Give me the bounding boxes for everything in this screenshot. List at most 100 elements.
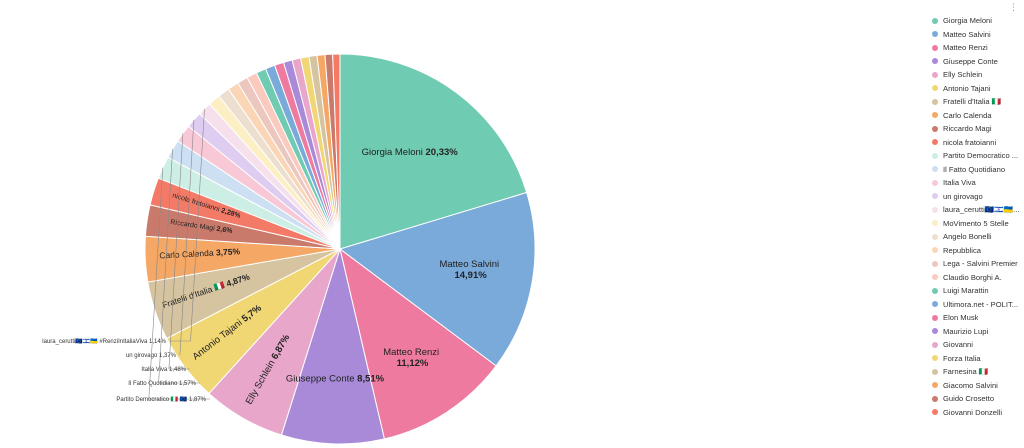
legend-label: Fratelli d'Italia 🇮🇹 [943, 97, 1002, 106]
legend-label: Giuseppe Conte [943, 56, 998, 66]
legend-label: Lega - Salvini Premier [943, 259, 1018, 268]
legend-item[interactable]: Giovanni [932, 338, 1024, 352]
legend-item[interactable]: Repubblica [932, 244, 1024, 258]
leader-line-1 [170, 108, 205, 342]
outside-label-4: Il Fatto Quotidiano 1,57% [128, 381, 196, 387]
legend-swatch [932, 328, 938, 335]
legend-item[interactable]: Matteo Renzi [932, 41, 1024, 55]
legend-item[interactable]: Partito Democratico ... [932, 149, 1024, 163]
legend-item[interactable]: laura_cerutti🇪🇺🇮🇱🇺🇦... [932, 203, 1024, 217]
legend-item[interactable]: nicola fratoianni [932, 136, 1024, 150]
legend-swatch [932, 233, 938, 240]
legend-label: Guido Crosetto [943, 394, 995, 403]
legend-swatch [932, 193, 938, 200]
pie-slice-1[interactable] [339, 53, 528, 250]
legend-swatch [932, 247, 938, 254]
legend-item[interactable]: Fratelli d'Italia 🇮🇹 [932, 95, 1024, 109]
legend-label: Luigi Marattin [943, 286, 989, 295]
leader-line-3 [168, 133, 190, 370]
legend-label: MoVimento 5 Stelle [943, 218, 1009, 228]
pie-slice-3[interactable] [339, 247, 497, 440]
legend-item[interactable]: Italia Viva [932, 176, 1024, 190]
legend-label: Maurizio Lupi [943, 326, 989, 336]
legend-item[interactable]: Antonio Tajani [932, 82, 1024, 96]
legend-item[interactable]: Ultimora.net - POLIT... [932, 298, 1024, 312]
slice-label-3: Matteo Renzi 11,12% [383, 347, 442, 369]
legend-label: Elly Schlein [943, 70, 983, 79]
legend-item[interactable]: Guido Crosetto [932, 392, 1024, 406]
legend-label: Angelo Bonelli [943, 232, 992, 241]
legend-swatch [932, 125, 938, 132]
legend-label: Repubblica [943, 245, 981, 255]
legend-label: Forza Italia [943, 353, 981, 363]
legend-swatch [932, 314, 938, 321]
more-options-icon[interactable]: ⋮ [1009, 2, 1018, 12]
legend-item[interactable]: Giorgia Meloni [932, 14, 1024, 28]
legend-item[interactable]: Riccardo Magi [932, 122, 1024, 136]
leader-line-4 [158, 148, 200, 384]
legend-swatch [932, 287, 938, 294]
legend-label: Matteo Renzi [943, 43, 988, 52]
legend-label: Antonio Tajani [943, 83, 991, 93]
legend-item[interactable]: Angelo Bonelli [932, 230, 1024, 244]
leader-line-5 [148, 167, 210, 400]
pie-slice-4[interactable] [280, 247, 385, 445]
legend-item[interactable]: Forza Italia [932, 352, 1024, 366]
legend-label: Claudio Borghi A. [943, 272, 1002, 282]
legend-swatch [932, 260, 938, 267]
legend-item[interactable]: Maurizio Lupi [932, 325, 1024, 339]
legend-label: Ultimora.net - POLIT... [943, 299, 1019, 309]
legend-swatch [932, 395, 938, 402]
legend-item[interactable]: Matteo Salvini [932, 28, 1024, 42]
legend-item[interactable]: Luigi Marattin [932, 284, 1024, 298]
legend-item[interactable]: Elon Musk [932, 311, 1024, 325]
legend-item[interactable]: Carlo Calenda [932, 109, 1024, 123]
legend-item[interactable]: Giuseppe Conte [932, 55, 1024, 69]
legend-swatch [932, 17, 938, 24]
legend-swatch [932, 206, 938, 213]
legend-swatch [932, 382, 938, 389]
legend-item[interactable]: Lega - Salvini Premier [932, 257, 1024, 271]
legend-label: nicola fratoianni [943, 137, 997, 147]
legend-item[interactable]: Giacomo Salvini [932, 379, 1024, 393]
leader-line-2 [179, 119, 195, 356]
outside-label-5: Partito Democratico 🇮🇹 🇪🇺 1,87% [116, 395, 206, 403]
legend-item[interactable]: Farnesina 🇮🇹 [932, 365, 1024, 379]
slice-label-1: Giorgia Meloni 20,33% [362, 147, 459, 158]
outside-label-3: Italia Viva 1,48% [141, 367, 186, 373]
legend-swatch [932, 31, 938, 38]
pie-slice-30[interactable] [332, 53, 341, 250]
legend-item[interactable]: Il Fatto Quotidiano [932, 163, 1024, 177]
legend-label: Riccardo Magi [943, 124, 992, 133]
legend-swatch [932, 166, 938, 173]
legend-swatch [932, 274, 938, 281]
legend-swatch [932, 301, 938, 308]
outside-label-1: laura_cerutti🇪🇺🇮🇱🇺🇦 #RenziInItaliaViva 1… [42, 337, 166, 345]
legend-item[interactable]: un girovago [932, 190, 1024, 204]
legend-item[interactable]: Elly Schlein [932, 68, 1024, 82]
legend-item[interactable]: Claudio Borghi A. [932, 271, 1024, 285]
legend-label: Giovanni [943, 340, 973, 349]
legend-swatch [932, 409, 938, 416]
legend-item[interactable]: Giovanni Donzelli [932, 406, 1024, 420]
pie-slice-2[interactable] [338, 191, 536, 367]
legend-label: laura_cerutti🇪🇺🇮🇱🇺🇦... [943, 205, 1020, 214]
legend-swatch [932, 58, 938, 65]
legend-swatch [932, 112, 938, 119]
legend-swatch [932, 98, 938, 105]
legend-swatch [932, 44, 938, 51]
legend-swatch [932, 368, 938, 375]
legend-swatch [932, 341, 938, 348]
legend-label: un girovago [943, 191, 983, 201]
legend-label: Carlo Calenda [943, 110, 992, 120]
legend-label: Elon Musk [943, 313, 979, 322]
legend-label: Italia Viva [943, 178, 976, 187]
slice-label-2: Matteo Salvini 14,91% [439, 259, 501, 281]
legend-label: Giorgia Meloni [943, 16, 992, 25]
legend-swatch [932, 179, 938, 186]
legend-label: Giacomo Salvini [943, 380, 998, 390]
legend-label: Il Fatto Quotidiano [943, 164, 1006, 174]
legend-swatch [932, 152, 938, 159]
legend-item[interactable]: MoVimento 5 Stelle [932, 217, 1024, 231]
